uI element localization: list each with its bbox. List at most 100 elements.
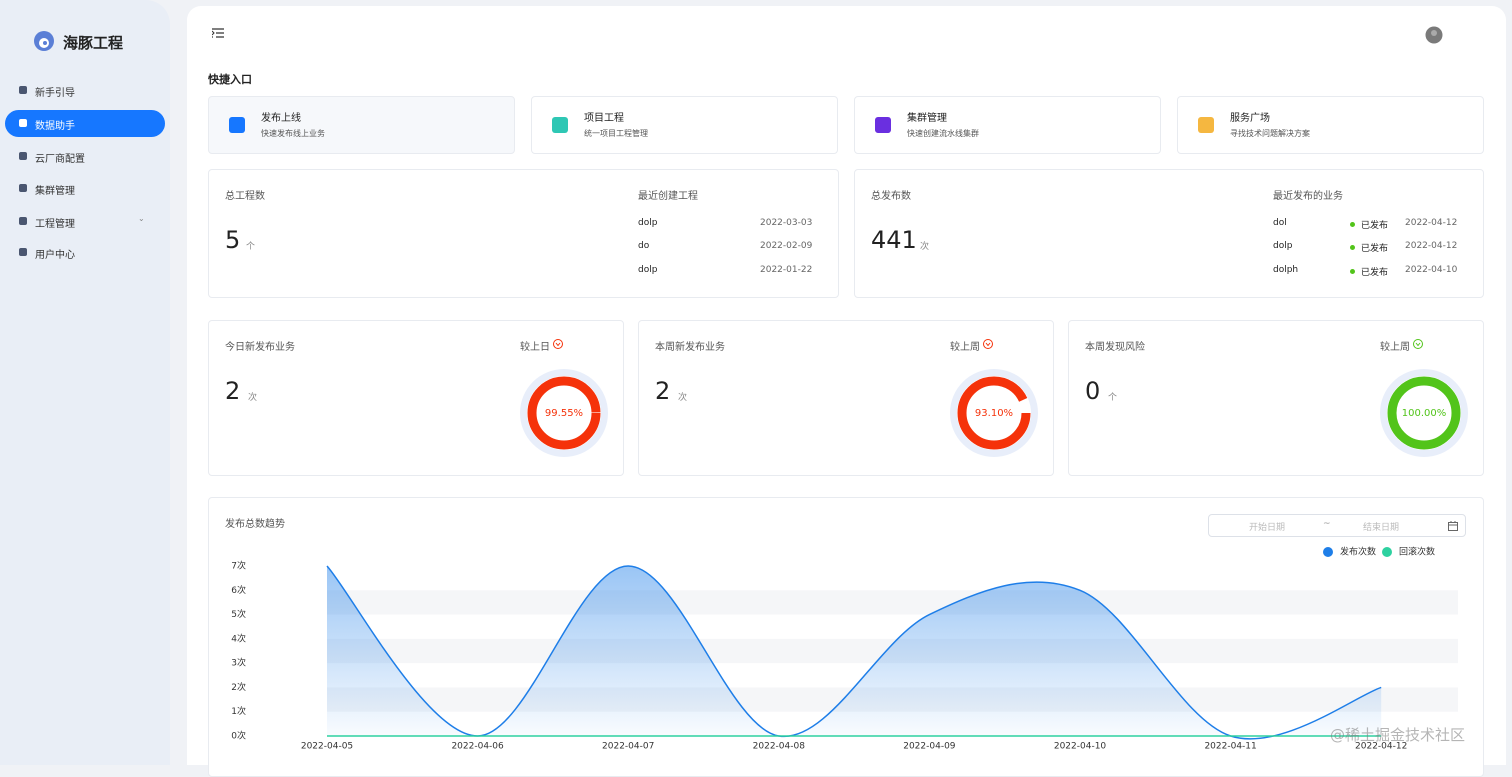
menu-label: 数据助手 — [35, 121, 75, 132]
legend-label: 发布次数 — [1340, 546, 1376, 558]
y-tick-label: 4次 — [231, 632, 246, 644]
menu-item[interactable]: 新手引导 — [5, 77, 165, 104]
x-tick-label: 2022-04-07 — [602, 742, 654, 752]
stat-label: 总发布数 — [871, 191, 911, 202]
recent-name: dolp — [638, 265, 658, 275]
status-dot — [1350, 245, 1355, 250]
compare-label: 较上日 — [520, 342, 550, 353]
series-line — [326, 565, 1382, 740]
compare-chevron — [985, 342, 991, 347]
y-tick-label: 5次 — [231, 608, 246, 620]
quick-icon — [229, 117, 245, 133]
stat-unit: 次 — [920, 242, 930, 252]
date-separator: ~ — [1323, 519, 1331, 529]
recent-status: 已发布 — [1361, 244, 1389, 254]
recent-name: dolph — [1273, 265, 1299, 275]
quick-desc: 快速创建流水线集群 — [907, 129, 979, 138]
recent-date: 2022-04-10 — [1405, 265, 1458, 275]
quick-title: 项目工程 — [584, 113, 624, 124]
compare-label: 较上周 — [1380, 342, 1410, 353]
ring-value: 2 — [655, 377, 671, 405]
start-date-placeholder: 开始日期 — [1249, 523, 1286, 533]
compare-icon — [1413, 339, 1423, 349]
sidebar: 海豚工程 新手引导 数据助手 云厂商配置 集群管理 工程管理 ⌄ 用户中心 — [0, 0, 170, 765]
quick-title: 服务广场 — [1230, 113, 1270, 124]
ring-label: 今日新发布业务 — [225, 342, 295, 353]
stat-label: 总工程数 — [225, 191, 265, 202]
x-tick-label: 2022-04-08 — [753, 742, 806, 752]
recent-label: 最近创建工程 — [638, 191, 698, 202]
avatar[interactable] — [1425, 26, 1443, 44]
compare-chevron — [555, 342, 561, 347]
quick-icon — [875, 117, 891, 133]
y-tick-label: 0次 — [231, 730, 246, 742]
recent-date: 2022-04-12 — [1405, 241, 1458, 251]
quick-card[interactable] — [531, 96, 838, 154]
ring-label: 本周发现风险 — [1085, 342, 1145, 353]
ring-value: 2 — [225, 377, 241, 405]
recent-name: do — [638, 241, 650, 251]
quick-card[interactable] — [854, 96, 1161, 154]
menu-label: 集群管理 — [35, 186, 75, 197]
menu-item[interactable]: 集群管理 — [5, 175, 165, 202]
grid-band — [327, 590, 1458, 615]
x-tick-label: 2022-04-10 — [1054, 742, 1107, 752]
chart-title: 发布总数趋势 — [225, 519, 285, 530]
compare-label: 较上周 — [950, 342, 980, 353]
y-tick-label: 6次 — [231, 584, 246, 596]
ring-chart: 99.55% — [520, 339, 608, 457]
stat-unit: 个 — [246, 242, 256, 252]
quick-card[interactable] — [1177, 96, 1484, 154]
date-range-picker[interactable]: 开始日期 ~ 结束日期 — [1208, 514, 1466, 537]
menu-label: 云厂商配置 — [35, 154, 85, 165]
recent-date: 2022-04-12 — [1405, 218, 1458, 228]
project-card — [208, 169, 839, 298]
logo-text: 海豚工程 — [63, 34, 124, 52]
quick-card[interactable] — [208, 96, 515, 154]
ring-arc — [1387, 376, 1461, 450]
quick-desc: 寻找技术问题解决方案 — [1230, 129, 1310, 138]
quick-desc: 统一项目工程管理 — [584, 129, 648, 138]
compare-chevron — [1415, 342, 1421, 347]
menu-label: 新手引导 — [35, 88, 75, 99]
ring-arc — [527, 376, 601, 450]
ring-unit: 个 — [1108, 393, 1118, 403]
y-tick-label: 2次 — [231, 681, 246, 693]
series-area — [327, 566, 1382, 739]
x-tick-label: 2022-04-11 — [1204, 742, 1256, 752]
recent-name: dolp — [1273, 241, 1293, 251]
legend-swatch — [1382, 547, 1392, 557]
collapse-button[interactable] — [212, 28, 225, 39]
ring-inner — [1387, 376, 1461, 450]
chart: 0次 1次 2次 3次 4次 5次 6次 7次 2022-04-05 2022-04-06 2022… — [231, 546, 1458, 752]
ring-value: 0 — [1085, 377, 1101, 405]
recent-date: 2022-03-03 — [760, 218, 813, 228]
legend-label: 回滚次数 — [1399, 546, 1435, 558]
quick-icon — [552, 117, 568, 133]
recent-label: 最近发布的业务 — [1273, 191, 1343, 202]
watermark: @稀土掘金技术社区 — [1330, 726, 1466, 744]
ring-percent: 93.10% — [975, 408, 1013, 419]
compare-icon — [983, 339, 993, 349]
menu-item[interactable]: 云厂商配置 — [5, 143, 165, 170]
menu-item[interactable]: 数据助手 — [5, 110, 165, 137]
compare-icon — [553, 339, 563, 349]
x-tick-label: 2022-04-12 — [1355, 742, 1407, 752]
release-card — [854, 169, 1484, 298]
recent-date: 2022-01-22 — [760, 265, 813, 275]
menu-label: 用户中心 — [35, 250, 75, 261]
quick-title: 发布上线 — [261, 113, 301, 124]
status-dot — [1350, 269, 1355, 274]
logo-icon — [34, 31, 54, 51]
y-tick-label: 3次 — [231, 657, 246, 669]
y-tick-label: 7次 — [231, 560, 246, 572]
x-tick-label: 2022-04-09 — [903, 742, 956, 752]
x-tick-label: 2022-04-06 — [451, 742, 504, 752]
ring-inner — [957, 376, 1031, 450]
quick-title: 集群管理 — [907, 113, 947, 124]
menu-item[interactable]: 用户中心 — [5, 239, 165, 266]
calendar-icon — [1448, 521, 1458, 531]
menu-item[interactable]: 工程管理 ⌄ — [5, 208, 165, 235]
recent-name: dolp — [638, 218, 658, 228]
